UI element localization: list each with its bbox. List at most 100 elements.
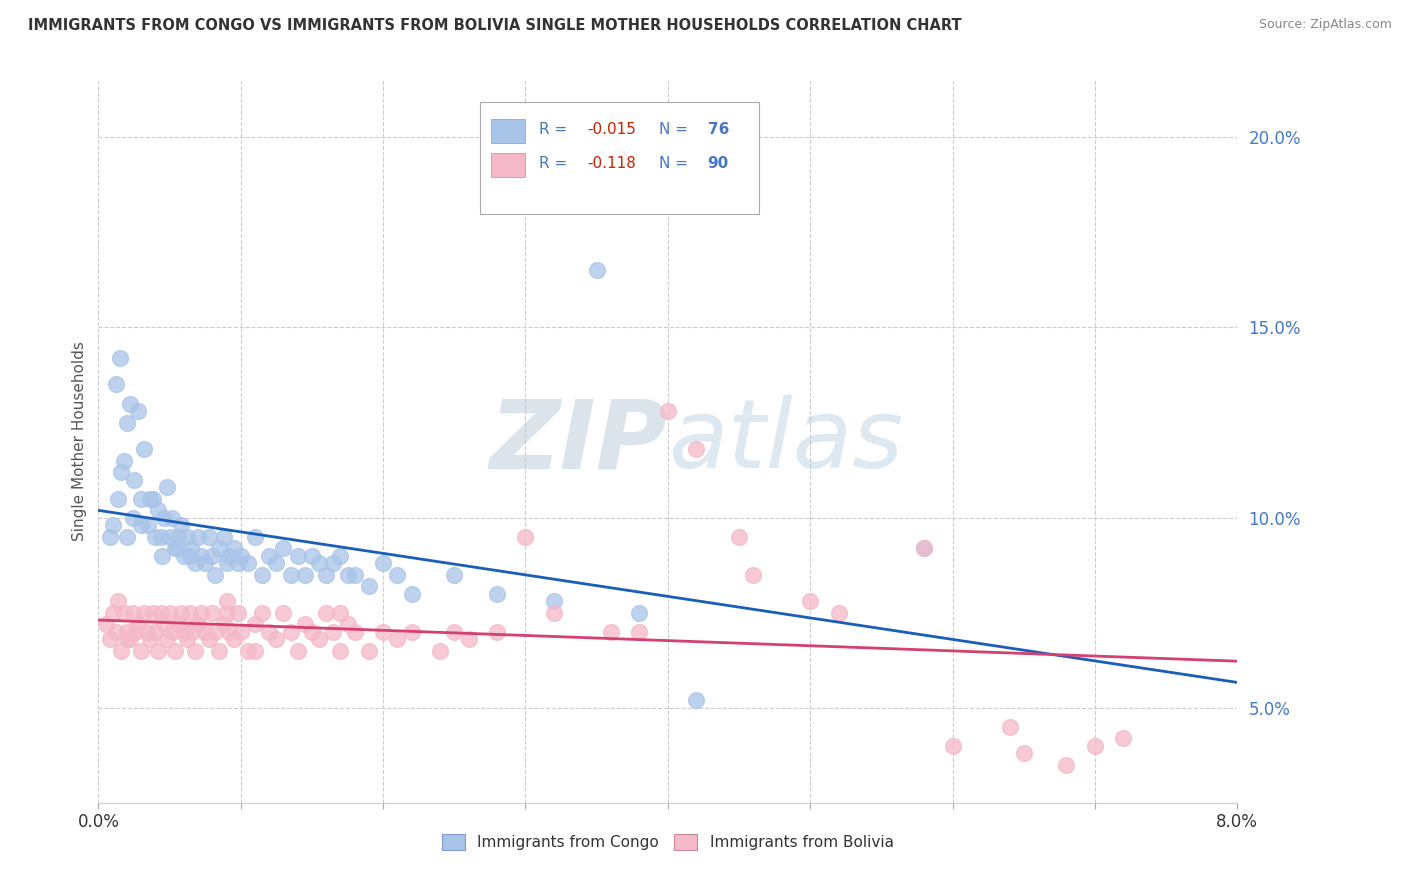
Point	[1012, 747, 1035, 761]
Point	[170, 518, 193, 533]
Point	[135, 624, 157, 639]
Point	[167, 617, 190, 632]
Point	[1112, 731, 1135, 746]
Point	[118, 632, 141, 647]
Point	[401, 624, 423, 639]
Point	[322, 624, 344, 639]
Point	[657, 404, 679, 418]
Point	[222, 632, 245, 647]
Point	[387, 567, 409, 582]
Point	[287, 549, 309, 563]
Legend: Immigrants from Congo, Immigrants from Bolivia: Immigrants from Congo, Immigrants from B…	[436, 829, 900, 856]
Text: atlas: atlas	[668, 395, 903, 488]
Point	[799, 594, 821, 608]
Point	[287, 643, 309, 657]
Point	[148, 503, 170, 517]
Point	[243, 643, 266, 657]
Point	[294, 617, 316, 632]
Point	[141, 606, 163, 620]
Point	[280, 567, 302, 582]
Point	[357, 643, 380, 657]
Point	[236, 643, 259, 657]
Point	[998, 720, 1021, 734]
Point	[141, 491, 163, 506]
Point	[486, 624, 509, 639]
Point	[371, 624, 394, 639]
Point	[201, 606, 224, 620]
Point	[266, 556, 288, 570]
Point	[201, 549, 224, 563]
Point	[112, 453, 135, 467]
Point	[121, 606, 143, 620]
Point	[187, 617, 209, 632]
Point	[273, 541, 295, 555]
Point	[138, 632, 160, 647]
Point	[685, 442, 707, 457]
Point	[212, 617, 235, 632]
Point	[259, 624, 281, 639]
Point	[127, 404, 149, 418]
Point	[166, 541, 188, 555]
Point	[336, 617, 359, 632]
Text: R =: R =	[538, 122, 572, 136]
Point	[543, 594, 565, 608]
FancyBboxPatch shape	[491, 153, 526, 178]
Point	[204, 567, 226, 582]
Text: ZIP: ZIP	[489, 395, 668, 488]
Point	[301, 549, 323, 563]
Point	[229, 549, 252, 563]
Point	[322, 556, 344, 570]
Point	[600, 624, 623, 639]
Point	[329, 643, 352, 657]
Point	[685, 693, 707, 707]
Point	[129, 518, 152, 533]
Point	[215, 556, 238, 570]
Point	[343, 567, 366, 582]
Y-axis label: Single Mother Households: Single Mother Households	[72, 342, 87, 541]
Point	[194, 624, 217, 639]
Point	[159, 606, 181, 620]
Point	[101, 518, 124, 533]
Point	[110, 465, 132, 479]
Point	[243, 617, 266, 632]
Point	[336, 567, 359, 582]
Point	[153, 617, 176, 632]
Point	[94, 617, 117, 632]
Point	[343, 624, 366, 639]
Point	[628, 624, 651, 639]
Point	[176, 632, 198, 647]
Point	[153, 510, 176, 524]
Point	[180, 541, 202, 555]
Point	[357, 579, 380, 593]
Point	[118, 396, 141, 410]
Point	[165, 643, 187, 657]
Point	[371, 556, 394, 570]
Point	[742, 567, 765, 582]
Point	[226, 606, 249, 620]
Point	[101, 606, 124, 620]
Text: Source: ZipAtlas.com: Source: ZipAtlas.com	[1258, 18, 1392, 31]
Point	[136, 518, 159, 533]
Point	[138, 491, 160, 506]
Point	[194, 556, 217, 570]
Point	[401, 587, 423, 601]
Point	[942, 739, 965, 753]
Point	[250, 606, 273, 620]
Point	[156, 480, 179, 494]
Point	[443, 567, 465, 582]
Text: 90: 90	[707, 156, 728, 171]
Point	[728, 530, 751, 544]
Point	[229, 624, 252, 639]
Point	[215, 594, 238, 608]
Point	[443, 624, 465, 639]
Point	[150, 606, 173, 620]
Point	[122, 473, 145, 487]
Point	[127, 617, 149, 632]
Point	[145, 530, 167, 544]
Point	[273, 606, 295, 620]
Point	[173, 624, 195, 639]
Point	[218, 549, 240, 563]
Point	[165, 541, 187, 555]
Point	[179, 606, 201, 620]
Point	[170, 606, 193, 620]
